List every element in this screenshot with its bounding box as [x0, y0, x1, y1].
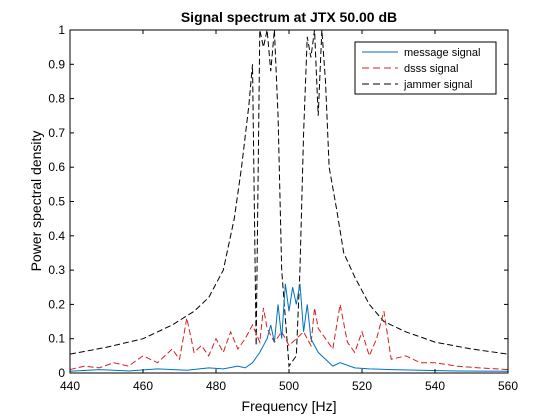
message-signal-line	[69, 283, 509, 372]
series-layer	[69, 29, 509, 372]
y-tick-label: 0.3	[48, 263, 65, 277]
y-tick-label: 0.2	[48, 297, 65, 311]
legend: message signal dsss signal jammer signal	[354, 41, 497, 95]
x-tick-label: 560	[498, 379, 518, 393]
y-tick-label: 0.1	[48, 332, 65, 346]
x-tick-label: 440	[60, 379, 80, 393]
y-axis-label: Power spectral density	[28, 131, 44, 272]
y-tick-label: 0.4	[48, 229, 65, 243]
x-tick-label: 480	[206, 379, 226, 393]
legend-label-message: message signal	[404, 47, 480, 59]
y-tick-label: 0.9	[48, 57, 65, 71]
legend-label-dsss: dsss signal	[404, 63, 458, 75]
x-tick-label: 540	[425, 379, 445, 393]
legend-label-jammer: jammer signal	[403, 79, 472, 91]
x-tick-label: 460	[133, 379, 153, 393]
x-tick-label: 500	[279, 379, 299, 393]
y-tick-label: 0.8	[48, 92, 65, 106]
y-tick-label: 0.7	[48, 126, 65, 140]
x-axis-label: Frequency [Hz]	[242, 398, 337, 414]
y-tick-label: 0	[58, 366, 65, 380]
x-tick-label: 520	[352, 379, 372, 393]
jammer-signal-line	[69, 29, 509, 368]
y-tick-label: 1	[58, 23, 65, 37]
ticks-layer: 440 460 480 500 520 540 560 0 0.1 0.2 0.3 0.4 0.5 0.6…	[48, 23, 518, 393]
y-tick-label: 0.6	[48, 160, 65, 174]
dsss-signal-line	[69, 304, 509, 371]
chart-title: Signal spectrum at JTX 50.00 dB	[181, 9, 397, 25]
y-tick-label: 0.5	[48, 195, 65, 209]
